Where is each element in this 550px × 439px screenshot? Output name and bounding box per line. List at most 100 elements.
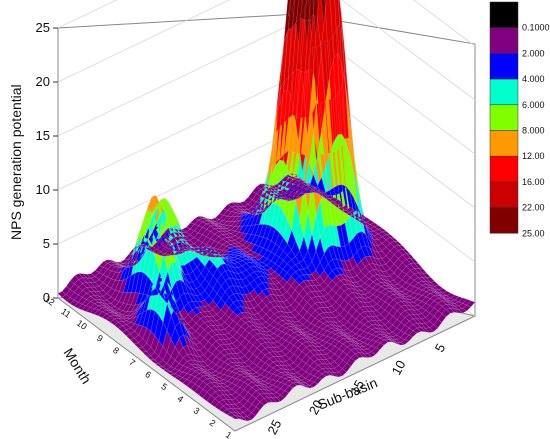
surface-cell: [207, 361, 217, 370]
surface-cell: [191, 307, 201, 315]
surface-cell: [170, 346, 180, 361]
surface-cell: [184, 262, 194, 275]
surface-cell: [221, 256, 231, 259]
surface-cell: [245, 254, 256, 258]
surface-cell: [338, 0, 346, 87]
surface-cell: [74, 286, 83, 296]
surface-cell: [245, 261, 255, 268]
surface-cell: [230, 239, 240, 244]
surface-cell: [225, 263, 235, 273]
surface-cell: [219, 374, 229, 380]
surface-cell: [208, 316, 218, 322]
surface-cell: [202, 216, 212, 222]
surface-cell: [203, 365, 213, 371]
surface-cell: [98, 289, 108, 297]
surface-cell: [190, 359, 201, 366]
surface-cell: [130, 323, 140, 332]
subbasin-tick-label: 20: [306, 397, 326, 417]
surface-cell: [396, 322, 406, 331]
surface-cell: [314, 320, 324, 328]
z-tick-label: 20: [36, 74, 50, 89]
surface-cell: [130, 331, 140, 339]
surface-cell: [186, 345, 197, 356]
surface-cell: [220, 291, 230, 304]
surface-cell: [222, 228, 232, 232]
surface-cell: [222, 399, 232, 405]
surface-cell: [280, 390, 290, 399]
surface-cell: [351, 285, 362, 292]
surface-cell: [359, 331, 369, 338]
surface-cell: [310, 302, 320, 311]
surface-cell: [227, 353, 237, 359]
surface-cell: [268, 379, 278, 386]
surface-cell: [218, 390, 228, 396]
surface-cell: [303, 279, 312, 287]
legend-label: 4.000: [522, 74, 545, 84]
surface-cell: [183, 314, 193, 325]
surface-cell: [166, 371, 176, 376]
surface-cell: [234, 412, 245, 418]
month-axis-title: Month: [60, 345, 94, 386]
surface-cell: [90, 270, 100, 277]
surface-cell: [242, 254, 251, 259]
z-tick-label: 25: [36, 20, 50, 35]
surface-cell: [190, 366, 200, 372]
surface-cell: [301, 362, 311, 372]
surface-cell: [179, 334, 188, 348]
z-ticks: 0 5 10 15 20 25: [36, 20, 58, 305]
surface-cell: [277, 325, 287, 332]
surface-cell: [194, 216, 204, 221]
surface-cell: [367, 345, 377, 352]
legend-label: 16.00: [522, 177, 545, 187]
surface: [57, 0, 476, 422]
month-tick-label: 3: [192, 405, 202, 416]
surface-cell: [230, 235, 240, 241]
z-tick-label: 5: [43, 236, 50, 251]
surface-cell: [202, 229, 211, 237]
month-tick-label: 9: [95, 333, 105, 344]
surface-cell: [240, 316, 250, 323]
surface-cell: [232, 331, 242, 341]
legend-swatch: [489, 27, 519, 54]
surface-cell: [218, 386, 229, 392]
surface-cell: [225, 257, 235, 264]
surface-cell: [214, 231, 224, 237]
surface-cell: [248, 336, 258, 346]
legend-label: 6.000: [522, 100, 545, 110]
surface-cell: [65, 297, 75, 304]
surface-cell: [458, 308, 468, 314]
z-gridline-left: [57, 0, 118, 29]
surface-cell: [203, 325, 213, 334]
surface-cell: [314, 338, 324, 344]
surface-cell: [320, 194, 329, 229]
surface-cell: [384, 304, 394, 314]
surface-cell: [222, 225, 232, 229]
surface-cell: [228, 343, 238, 350]
surface-cell: [210, 375, 221, 379]
surface-cell: [176, 262, 185, 284]
surface-cell: [330, 339, 340, 347]
surface-cell: [251, 406, 261, 416]
surface-cell: [356, 286, 366, 292]
month-tick-label: 7: [127, 357, 137, 368]
surface-cell: [311, 250, 321, 271]
surface-cell: [192, 288, 202, 296]
legend-swatch: [489, 1, 519, 28]
surface-cell: [368, 281, 378, 289]
surface-cell: [94, 291, 104, 297]
surface-cell: [206, 222, 216, 227]
surface-cell: [289, 345, 299, 355]
z-gridline-left: [57, 0, 231, 83]
surface-cell: [285, 358, 295, 366]
surface-cell: [413, 299, 423, 306]
surface-cell: [251, 384, 261, 391]
surface-cell: [355, 343, 365, 347]
surface-cell: [241, 256, 251, 260]
z-tick-label: 0: [43, 290, 50, 305]
surface-cell: [101, 309, 111, 314]
surface-cell: [233, 253, 244, 256]
surface-cell: [301, 378, 311, 384]
surface-cell: [240, 338, 250, 348]
surface-cell: [442, 290, 452, 297]
surface-cell: [216, 318, 226, 326]
